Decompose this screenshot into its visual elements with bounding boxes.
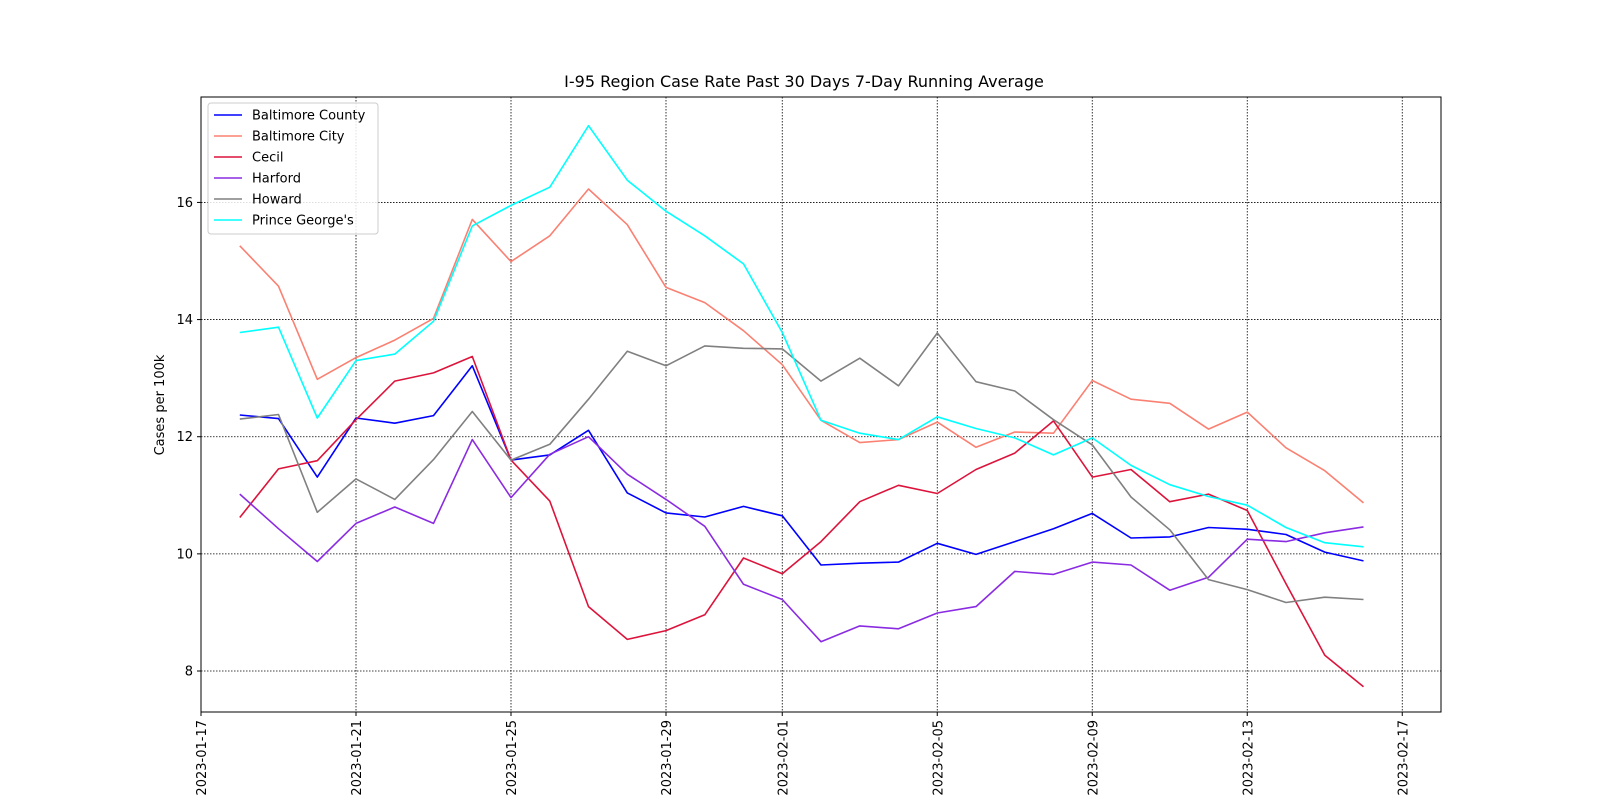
series-lines (239, 124, 1365, 688)
x-tick-label: 2023-01-25 (505, 720, 520, 796)
series-line-baltimore-city (239, 188, 1365, 504)
x-tick-label: 2023-01-29 (660, 720, 675, 796)
legend-entry-harford: Harford (252, 172, 301, 187)
series-line-prince-george-s (239, 124, 1364, 548)
axis-ticks: 2023-01-17 2023-01-21 2023-01-25 2023-01-29… (176, 196, 1411, 796)
legend-entry-howard: Howard (252, 193, 302, 208)
legend-entry-prince-george-s: Prince George's (252, 214, 354, 229)
y-tick-label: 8 (185, 665, 193, 680)
series-line-howard (239, 332, 1364, 604)
x-tick-label: 2023-02-05 (931, 720, 946, 796)
series-line-baltimore-county (239, 364, 1364, 566)
y-tick-label: 12 (176, 430, 193, 445)
x-tick-label: 2023-02-17 (1396, 720, 1411, 796)
legend-box (207, 102, 379, 235)
y-tick-label: 10 (176, 547, 193, 562)
x-tick-label: 2023-02-13 (1241, 720, 1256, 796)
series-line-harford (239, 435, 1364, 643)
y-tick-label: 14 (176, 313, 193, 328)
y-axis-label: Cases per 100k (153, 354, 168, 455)
legend-entry-cecil: Cecil (252, 151, 283, 166)
chart-title: I-95 Region Case Rate Past 30 Days 7-Day… (564, 72, 1044, 91)
plot-frame (200, 96, 1442, 713)
legend-entry-baltimore-city: Baltimore City (252, 130, 345, 145)
x-tick-label: 2023-01-17 (195, 720, 210, 796)
series-line-cecil (239, 355, 1365, 688)
legend: Baltimore County Baltimore City Cecil Harfo… (207, 102, 379, 235)
legend-entry-baltimore-county: Baltimore County (252, 109, 366, 124)
x-tick-label: 2023-01-21 (350, 720, 365, 796)
x-tick-label: 2023-02-01 (776, 720, 791, 796)
y-tick-label: 16 (176, 196, 193, 211)
x-tick-label: 2023-02-09 (1086, 720, 1101, 796)
grid (200, 97, 1441, 712)
